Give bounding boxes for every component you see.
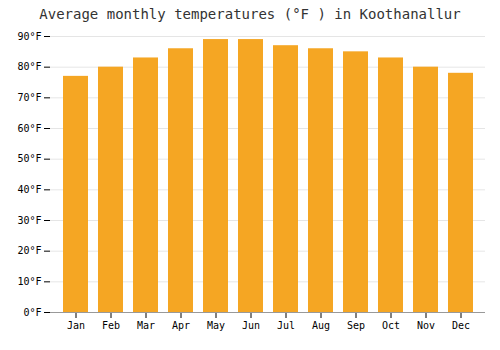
svg-text:Jul: Jul [277, 320, 295, 331]
svg-text:Aug: Aug [312, 320, 330, 331]
svg-text:10°F: 10°F [17, 276, 41, 287]
svg-text:50°F: 50°F [17, 153, 41, 164]
svg-text:Jan: Jan [67, 320, 85, 331]
svg-text:Feb: Feb [102, 320, 120, 331]
svg-text:Nov: Nov [417, 320, 435, 331]
svg-text:Apr: Apr [172, 320, 190, 331]
svg-text:May: May [207, 320, 225, 331]
svg-text:0°F: 0°F [23, 307, 41, 318]
svg-text:Mar: Mar [137, 320, 155, 331]
svg-text:20°F: 20°F [17, 245, 41, 256]
svg-text:70°F: 70°F [17, 92, 41, 103]
svg-text:40°F: 40°F [17, 184, 41, 195]
svg-text:Jun: Jun [242, 320, 260, 331]
svg-text:60°F: 60°F [17, 123, 41, 134]
html-text:Average monthly temperatures (: Average monthly temperatures (°F ) in Ko… [39, 6, 461, 22]
svg-text:90°F: 90°F [17, 31, 41, 42]
svg-text:30°F: 30°F [17, 215, 41, 226]
svg-text:80°F: 80°F [17, 61, 41, 72]
svg-text:Oct: Oct [382, 320, 400, 331]
svg-text:Dec: Dec [452, 320, 470, 331]
svg-text:Sep: Sep [347, 320, 365, 331]
